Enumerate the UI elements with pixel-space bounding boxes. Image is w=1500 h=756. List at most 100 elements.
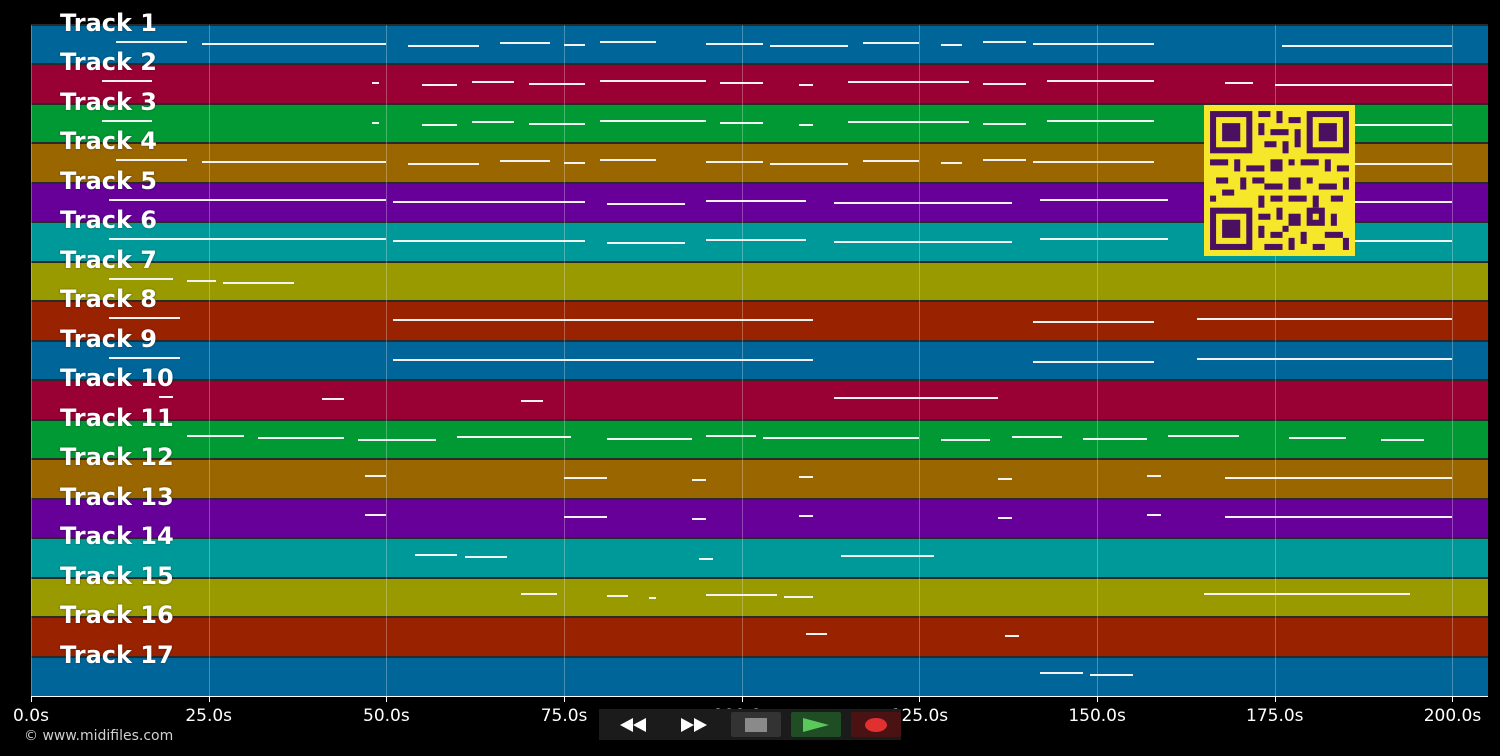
- track-lane[interactable]: [31, 656, 1488, 696]
- note: [1203, 593, 1410, 596]
- track-lane[interactable]: [31, 538, 1488, 578]
- note: [940, 43, 963, 46]
- record-button[interactable]: [851, 712, 901, 737]
- track-lane[interactable]: [31, 261, 1488, 302]
- note: [1196, 318, 1453, 321]
- note: [1082, 438, 1147, 441]
- note: [521, 593, 557, 596]
- tick-label: 25.0s: [185, 706, 233, 726]
- fast-forward-button[interactable]: [669, 712, 719, 737]
- track-label: Track 8: [60, 285, 158, 314]
- gridline: [1097, 25, 1099, 696]
- lane-separator: [31, 379, 1488, 382]
- track-lane[interactable]: [31, 419, 1488, 460]
- note: [357, 439, 437, 442]
- tick-mark: [1274, 696, 1276, 702]
- note: [983, 122, 1027, 125]
- lane-separator: [31, 63, 1488, 66]
- rewind-button[interactable]: [608, 712, 658, 737]
- note: [720, 82, 764, 85]
- gridline: [564, 25, 566, 696]
- note: [393, 200, 586, 203]
- note: [116, 40, 188, 43]
- note: [464, 555, 508, 558]
- note: [599, 119, 707, 122]
- note: [201, 42, 387, 45]
- tick-label: 75.0s: [540, 706, 588, 726]
- note: [109, 356, 181, 359]
- note: [599, 159, 657, 162]
- note: [599, 40, 657, 43]
- note: [720, 121, 764, 124]
- note: [606, 595, 628, 598]
- track-label: Track 17: [60, 640, 174, 669]
- gridline: [386, 25, 388, 696]
- note: [102, 80, 152, 83]
- note: [606, 202, 685, 205]
- lane-separator: [31, 181, 1488, 184]
- note: [834, 201, 1012, 204]
- qr-code-icon: [1204, 105, 1355, 256]
- note: [798, 475, 813, 478]
- note: [1225, 82, 1254, 85]
- note: [691, 518, 707, 521]
- note: [834, 241, 1012, 244]
- note: [841, 554, 934, 557]
- stop-button[interactable]: [731, 712, 781, 737]
- note: [102, 119, 152, 122]
- note: [564, 476, 607, 479]
- note: [798, 123, 813, 126]
- tick-label: 125.0s: [890, 706, 949, 726]
- note: [365, 474, 387, 477]
- track-lane[interactable]: [31, 577, 1488, 618]
- note: [116, 159, 188, 162]
- note: [222, 281, 294, 284]
- gridline: [1274, 25, 1276, 696]
- note: [1381, 439, 1425, 442]
- tick-mark: [919, 696, 921, 702]
- fast-forward-icon: [681, 717, 707, 732]
- track-lane[interactable]: [31, 617, 1488, 657]
- track-label: Track 12: [60, 443, 174, 472]
- note: [407, 44, 479, 47]
- note: [848, 81, 970, 84]
- tick-mark: [564, 696, 566, 702]
- lane-separator: [31, 142, 1488, 145]
- note: [691, 478, 707, 481]
- note: [1033, 42, 1154, 45]
- note: [862, 160, 920, 163]
- tick-mark: [208, 696, 210, 702]
- note: [201, 161, 387, 164]
- track-label: Track 5: [60, 166, 158, 195]
- note: [109, 317, 181, 320]
- note: [1040, 198, 1169, 201]
- track-lane[interactable]: [31, 380, 1488, 420]
- note: [322, 397, 344, 400]
- note: [471, 81, 515, 84]
- note: [564, 43, 586, 46]
- note: [1040, 672, 1083, 675]
- note: [393, 358, 813, 361]
- track-label: Track 13: [60, 482, 174, 511]
- lane-separator: [31, 102, 1488, 105]
- note: [997, 517, 1012, 520]
- note: [1225, 476, 1453, 479]
- note: [848, 120, 970, 123]
- gridline: [208, 25, 210, 696]
- note: [983, 83, 1027, 86]
- note: [158, 395, 174, 398]
- note: [109, 238, 387, 241]
- tick-mark: [1452, 696, 1454, 702]
- note: [372, 82, 380, 85]
- note: [1196, 357, 1453, 360]
- play-button[interactable]: [791, 712, 841, 737]
- note: [471, 120, 515, 123]
- note: [1004, 634, 1019, 637]
- tick-label: 150.0s: [1068, 706, 1126, 726]
- note: [1274, 123, 1453, 126]
- lane-separator: [31, 576, 1488, 579]
- track-label: Track 14: [60, 522, 174, 551]
- lane-separator: [31, 537, 1488, 540]
- note: [706, 435, 756, 438]
- note: [1281, 44, 1453, 47]
